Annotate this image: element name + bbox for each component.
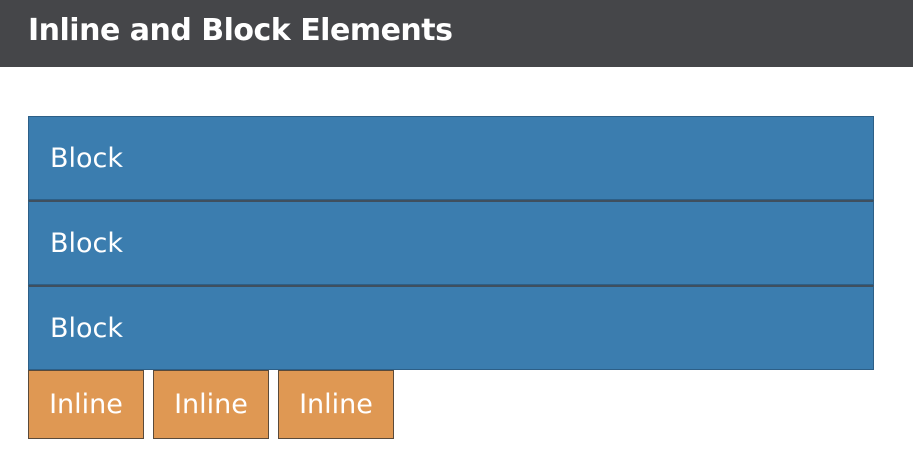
block-element-2: Block bbox=[28, 200, 874, 285]
title-bar: Inline and Block Elements bbox=[0, 0, 913, 67]
inline-element-3: Inline bbox=[278, 370, 394, 439]
demo-area: Block Block Block Inline Inline Inline bbox=[28, 116, 874, 439]
inline-element-1: Inline bbox=[28, 370, 144, 439]
inline-row: Inline Inline Inline bbox=[28, 370, 874, 439]
page-title: Inline and Block Elements bbox=[28, 13, 453, 48]
block-element-3: Block bbox=[28, 285, 874, 370]
block-element-1: Block bbox=[28, 116, 874, 200]
inline-element-2: Inline bbox=[153, 370, 269, 439]
